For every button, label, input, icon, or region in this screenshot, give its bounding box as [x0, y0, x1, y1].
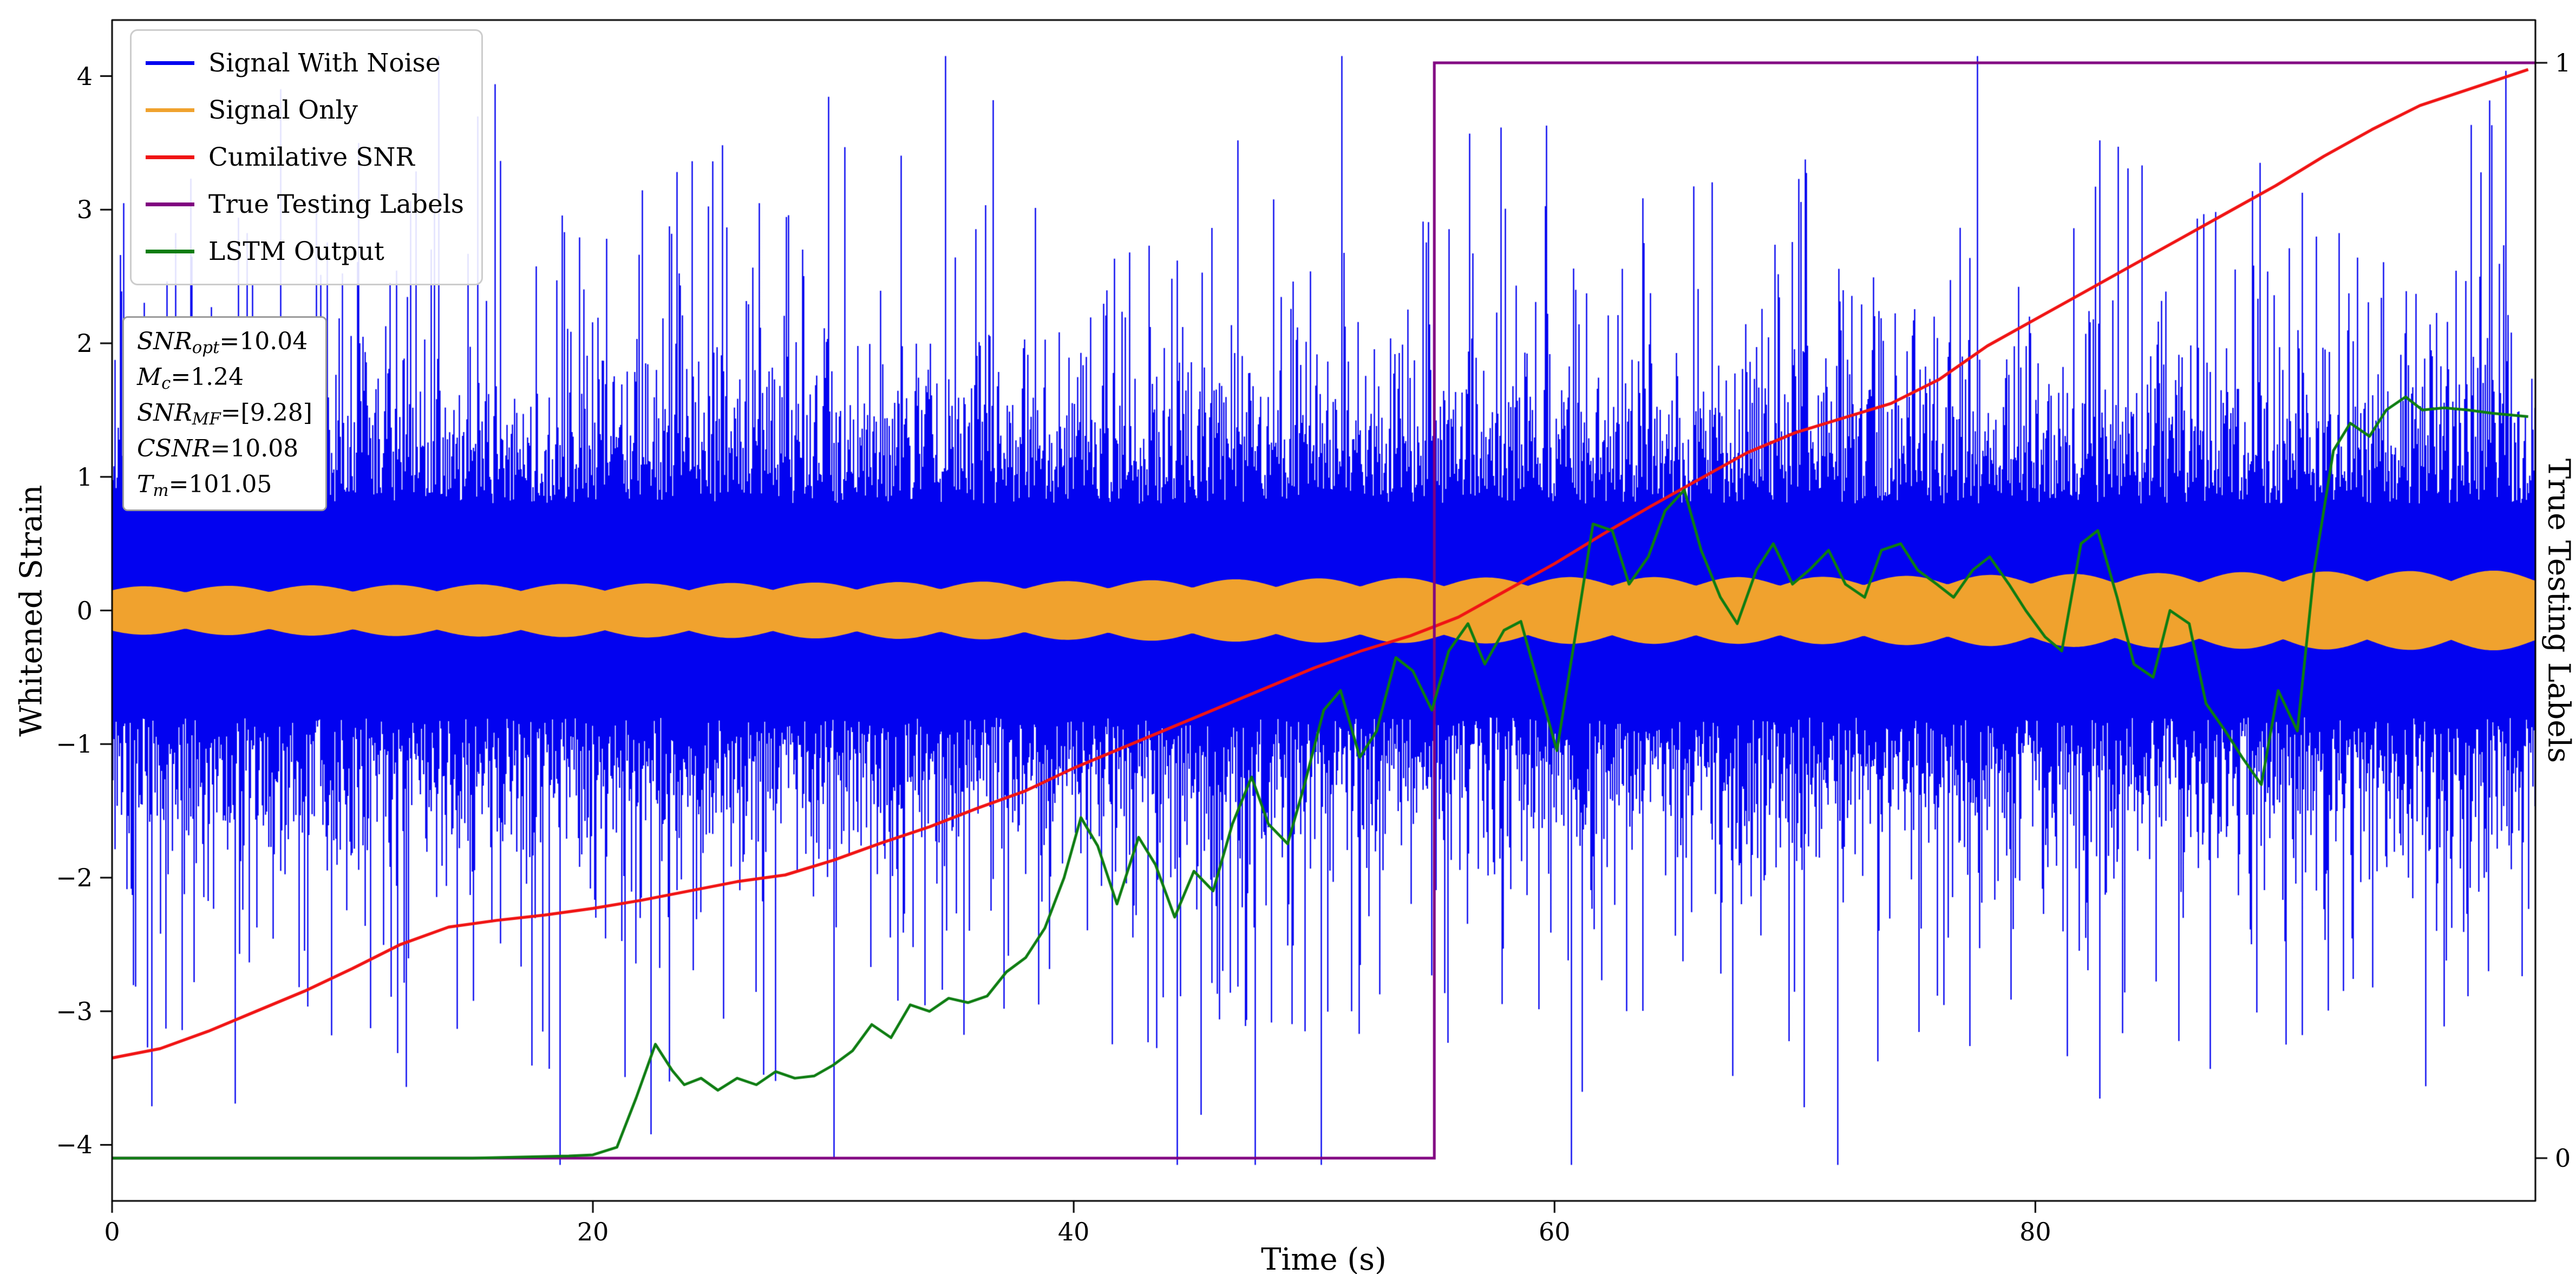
legend-item-label: Signal Only	[208, 95, 358, 125]
legend-item-signal-only: Signal Only	[146, 87, 464, 134]
annotation-subscript: m	[153, 480, 169, 500]
legend-item-signal-with-noise: Signal With Noise	[146, 40, 464, 87]
annotation-var: SNR	[137, 328, 192, 355]
annotation-var: M	[137, 363, 162, 391]
annotation-var: SNR	[137, 399, 192, 427]
annotation-line-csnr: CSNR=10.08	[137, 432, 312, 467]
legend-line-swatch	[146, 155, 194, 159]
annotation-line-snr-mf: SNRMF=[9.28]	[137, 396, 312, 432]
x-axis-label: Time (s)	[1261, 1242, 1387, 1274]
legend-item-label: True Testing Labels	[208, 190, 464, 219]
annotation-var: CSNR	[137, 435, 211, 463]
legend-item-lstm-output: LSTM Output	[146, 228, 464, 275]
y-axis-label-right: True Testing Labels	[2541, 458, 2576, 763]
annotation-line-mc: Mc=1.24	[137, 360, 312, 396]
legend-line-swatch	[146, 108, 194, 112]
annotation-subscript: MF	[192, 409, 221, 429]
annotation-subscript: opt	[192, 337, 220, 357]
annotation-var: T	[137, 471, 153, 499]
legend-line-swatch	[146, 61, 194, 65]
annotation-line-tm: Tm=101.05	[137, 467, 312, 503]
annotation-value: =[9.28]	[220, 399, 312, 427]
y-axis-label-left: Whitened Strain	[14, 484, 49, 737]
legend-item-label: Signal With Noise	[208, 48, 441, 78]
annotation-value: =10.04	[219, 328, 308, 355]
legend: Signal With Noise Signal Only Cumilative…	[130, 29, 483, 285]
annotation-value: =101.05	[168, 471, 272, 499]
annotation-line-snr-opt: SNRopt=10.04	[137, 324, 312, 360]
legend-line-swatch	[146, 250, 194, 253]
legend-item-true-testing-labels: True Testing Labels	[146, 181, 464, 228]
annotation-value: =1.24	[171, 363, 244, 391]
legend-line-swatch	[146, 202, 194, 206]
annotation-subscript: c	[161, 373, 171, 393]
annotation-value: =10.08	[210, 435, 299, 463]
legend-item-label: LSTM Output	[208, 237, 384, 266]
legend-item-label: Cumilative SNR	[208, 142, 415, 172]
annotation-box: SNRopt=10.04 Mc=1.24 SNRMF=[9.28] CSNR=1…	[122, 316, 327, 512]
legend-item-cumulative-snr: Cumilative SNR	[146, 134, 464, 181]
